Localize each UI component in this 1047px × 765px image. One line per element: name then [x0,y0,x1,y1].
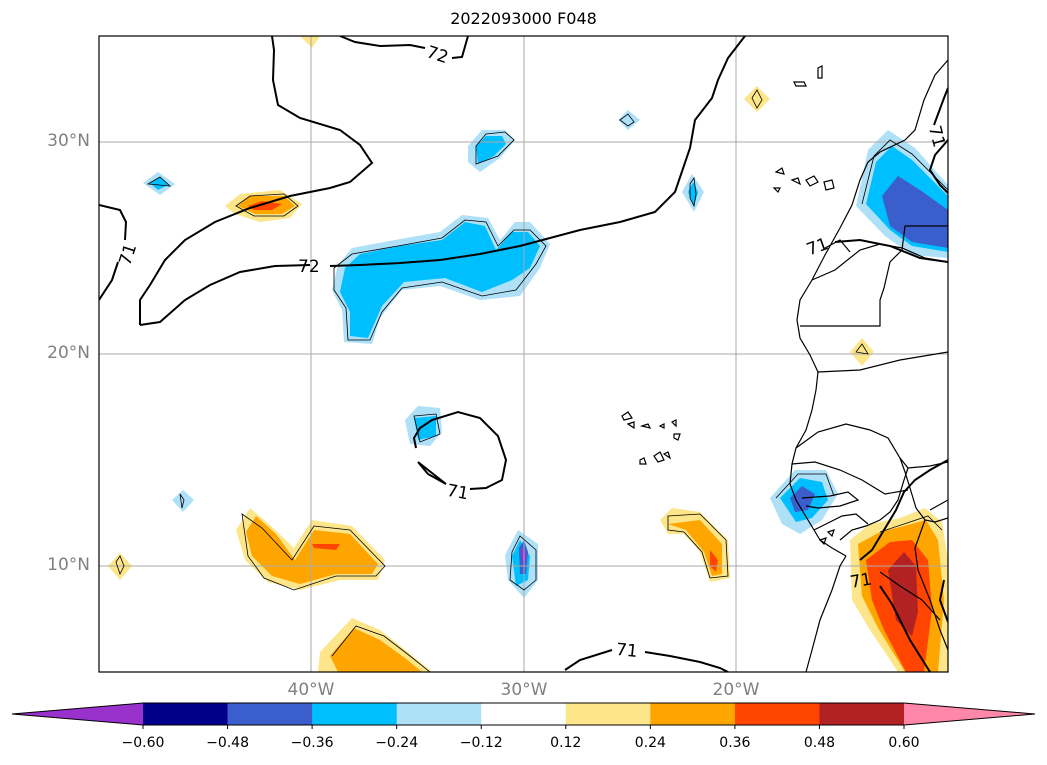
colorbar-tick-label: 0.60 [888,735,920,751]
contour-label: 71 [445,481,470,504]
contour-71-ne [928,139,948,194]
contour-72-main [329,36,746,267]
contour-71-west-b [99,204,128,241]
colorbar-extend-low [12,703,143,725]
map-plot[interactable]: 72 71 72 71 71 71 71 71 [0,0,1047,700]
contour-71-loop-b [417,461,447,485]
fill-se-dark [888,552,918,636]
gridlines [99,36,948,672]
colorbar-tick-lines [142,725,905,729]
fill-coast-core [790,486,815,512]
lon-label-20w: 20°W [712,680,760,700]
fill-warm-nw-core [248,201,282,210]
fill-warm-band-core [312,544,340,550]
colorbar-swatch [650,703,736,725]
colorbar-swatch [481,703,567,725]
fill-patch-north-inner [476,136,506,164]
colorbar-tick-label: −0.48 [206,735,249,751]
fill-patch-small [618,110,640,130]
colorbar-tick-label: −0.60 [121,735,165,751]
fill-warm-east-inner [668,520,722,576]
anomaly-outlines [115,89,948,672]
fill-warm-diamond-2 [850,338,874,366]
colorbar-tick-label: −0.12 [459,735,503,751]
fill-patch-sw [172,490,194,512]
lat-label-20n: 20°N [47,343,90,363]
fill-warm-band-inner [246,516,378,584]
contour-label: 72 [298,257,320,277]
fill-warm-diamond [744,86,770,112]
colorbar-tick-label: 0.24 [634,735,666,751]
contour-72-top-b [451,36,469,59]
lon-label-30w: 30°W [500,680,548,700]
colorbar-swatches [12,703,1035,725]
contour-71-west [99,261,119,301]
contour-label: 71 [615,640,639,662]
colorbar-swatch [143,703,229,725]
contour-loop-nw [139,36,374,325]
contour-label: 71 [116,241,142,268]
colorbar-tick-label: −0.24 [375,735,419,751]
lon-label-40w: 40°W [287,680,335,700]
colorbar-swatch [565,703,651,725]
contour-71-loop [412,410,508,490]
colorbar-tick-label: 0.48 [803,735,836,751]
contour-71-south-b [644,651,729,672]
lat-label-30n: 30°N [47,131,90,151]
colorbar-tick-label: −0.36 [290,735,334,751]
thick-contours [99,36,948,672]
colorbar-swatch [734,703,820,725]
map-title: 2022093000 F048 [450,9,597,28]
contour-71-se-c [938,579,948,623]
colorbar-tick-label: 0.36 [719,735,751,751]
contour-71-south [564,649,613,671]
contour-label: 71 [849,569,874,592]
lat-label-10n: 10°N [47,555,90,575]
contour-71-se [859,459,948,561]
contour-71-east [834,238,948,263]
map-frame [98,35,949,673]
contour-label: 71 [804,234,831,260]
colorbar-swatch [227,703,313,725]
fill-central-band-outer [332,215,550,344]
contour-label: 71 [924,123,949,149]
contour-71-se-b [879,585,931,672]
colorbar-tick-label: 0.12 [550,735,582,751]
contour-label: 72 [424,42,451,68]
fill-warm-south-inner [330,628,422,672]
colorbar-outline [11,702,1036,726]
coastlines [621,59,948,672]
colorbar-extend-high [904,703,1035,725]
fill-ne-core [882,176,948,248]
contour-72-west [139,264,311,326]
contour-71-ne-top [933,87,948,126]
colorbar-swatch [312,703,398,725]
colorbar-swatch [396,703,482,725]
colorbar-swatch [819,703,905,725]
fill-warm-top [300,36,320,48]
fill-patch-west-inner [150,177,168,190]
contour-72-top [339,36,426,49]
